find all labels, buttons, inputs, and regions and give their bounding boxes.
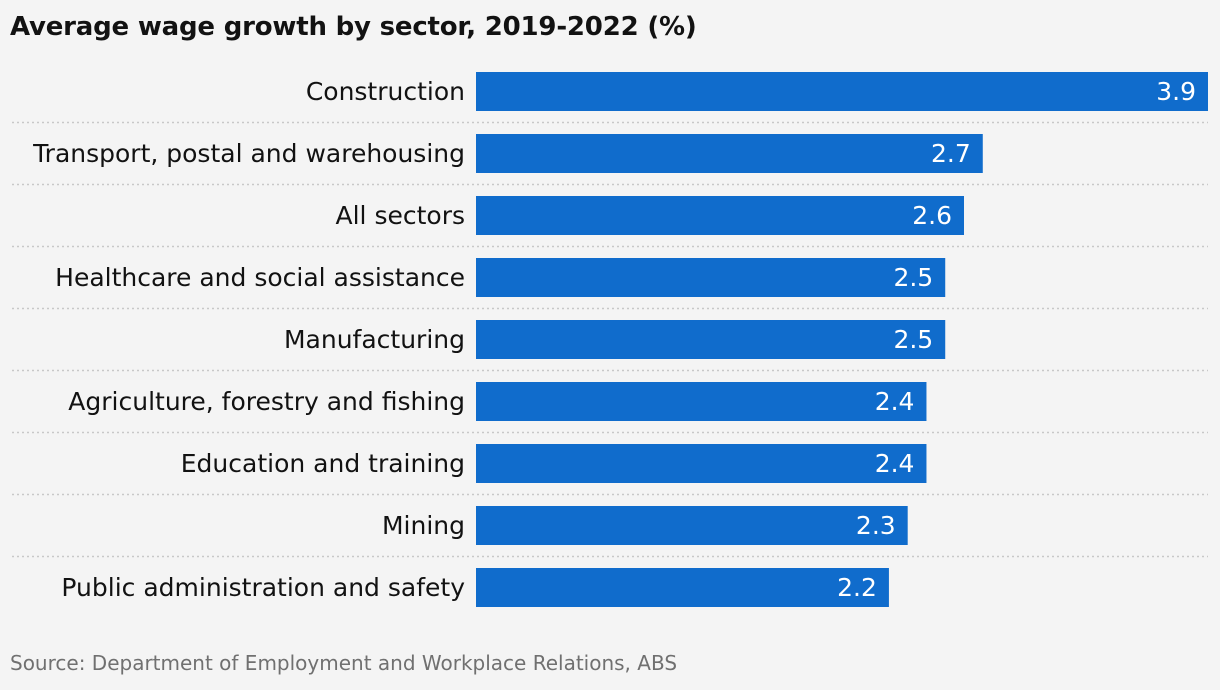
bar: [476, 196, 964, 235]
bar: [476, 506, 908, 545]
category-label: Manufacturing: [284, 325, 465, 354]
value-label: 3.9: [1156, 77, 1196, 106]
category-label: Agriculture, forestry and fishing: [68, 387, 465, 416]
value-label: 2.3: [856, 511, 896, 540]
bar: [476, 568, 889, 607]
source-note: Source: Department of Employment and Wor…: [10, 651, 678, 675]
value-label: 2.2: [837, 573, 877, 602]
value-label: 2.5: [893, 263, 933, 292]
value-label: 2.7: [931, 139, 971, 168]
value-label: 2.6: [912, 201, 952, 230]
category-label: Mining: [382, 511, 465, 540]
bar: [476, 72, 1208, 111]
category-label: Transport, postal and warehousing: [32, 139, 465, 168]
category-label: All sectors: [336, 201, 466, 230]
bar-chart: Construction 3.9 Transport, postal and war…: [12, 72, 1208, 607]
category-label: Education and training: [181, 449, 465, 478]
bar: [476, 382, 927, 421]
bar: [476, 134, 983, 173]
value-label: 2.4: [875, 449, 915, 478]
category-label: Construction: [306, 77, 465, 106]
bar: [476, 258, 946, 297]
bar: [476, 320, 946, 359]
value-label: 2.5: [893, 325, 933, 354]
bar: [476, 444, 927, 483]
category-label: Healthcare and social assistance: [55, 263, 465, 292]
value-label: 2.4: [875, 387, 915, 416]
chart-title: Average wage growth by sector, 2019-2022…: [10, 12, 697, 42]
category-label: Public administration and safety: [61, 573, 465, 602]
